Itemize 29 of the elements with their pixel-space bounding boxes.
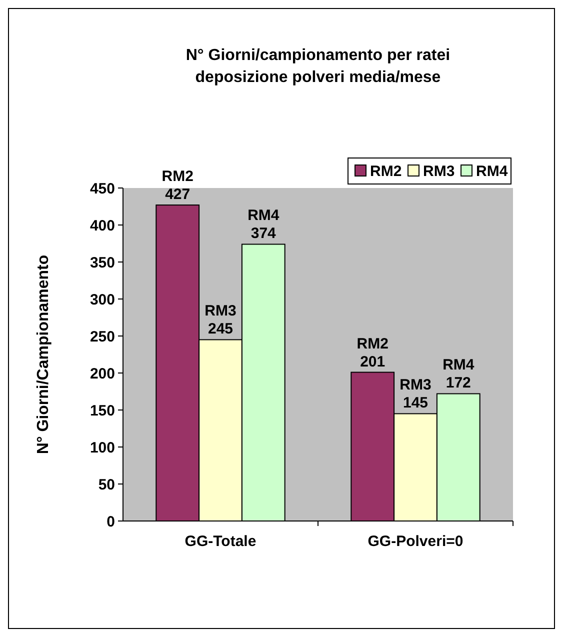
data-label: 245: [208, 320, 234, 338]
y-tick-label: 100: [90, 439, 115, 456]
x-tick-label: GG-Polveri=0: [368, 533, 464, 550]
y-tick-label: 400: [90, 217, 115, 234]
data-label: 201: [360, 353, 386, 370]
text: RM4: [442, 356, 474, 374]
text: RM4: [248, 207, 280, 224]
y-tick-label: 150: [90, 402, 115, 420]
legend-label: RM4: [476, 163, 508, 180]
chart-title: N° Giorni/campionamento per ratei deposizione polveri media/mese: [186, 47, 450, 86]
text: RM3: [204, 302, 236, 320]
y-tick-label: 0: [106, 513, 115, 530]
y-tick-label: 200: [90, 365, 115, 382]
data-label: 172: [446, 374, 471, 392]
text: RM3: [400, 376, 432, 394]
data-label: 427: [165, 186, 190, 204]
legend-label: RM3: [423, 163, 455, 180]
data-label: 374: [250, 225, 277, 242]
text: RM2: [162, 168, 194, 186]
y-tick-label: 50: [98, 476, 115, 494]
y-axis-title: N° Giorni/Campionamento: [35, 254, 52, 454]
y-tick-label: 250: [90, 328, 115, 346]
data-label: 145: [402, 394, 428, 412]
y-tick-label: 350: [90, 254, 115, 272]
y-tick-label: 300: [90, 291, 115, 308]
legend-label: RM2: [370, 163, 402, 180]
text: RM2: [356, 335, 388, 352]
x-tick-label: GG-Totale: [184, 533, 256, 550]
y-tick-label: 450: [90, 180, 115, 198]
